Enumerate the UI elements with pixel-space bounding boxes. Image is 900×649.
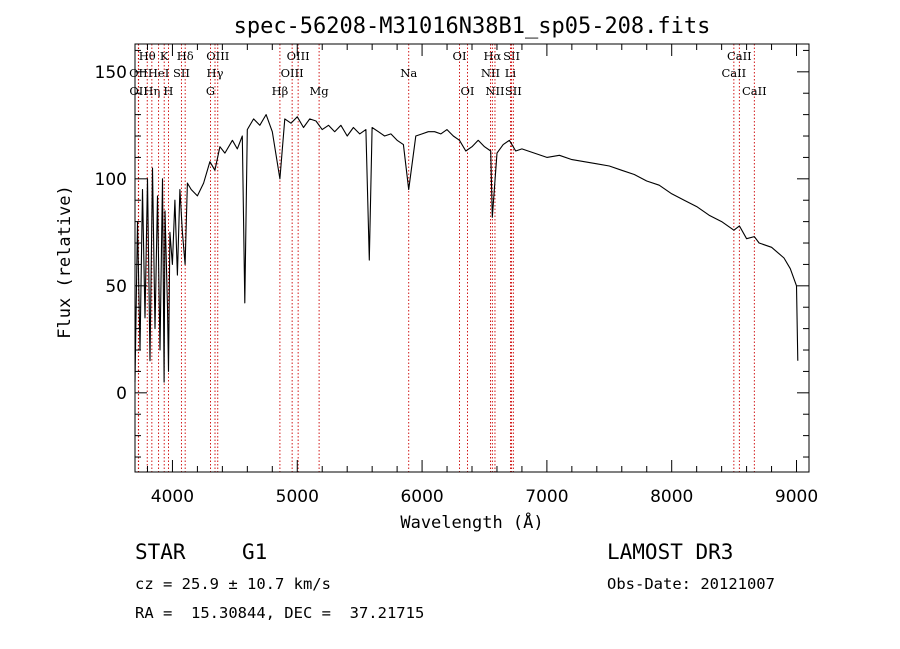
- line-label: OIII: [281, 66, 304, 80]
- line-label: Hα: [483, 49, 501, 63]
- chart-title: spec-56208-M31016N38B1_sp05-208.fits: [234, 14, 711, 39]
- line-label: OI: [453, 49, 467, 63]
- object-subclass: G1: [242, 540, 268, 564]
- survey-name: LAMOST DR3: [607, 540, 734, 564]
- line-label: NII: [485, 84, 504, 98]
- y-tick-label: 50: [105, 277, 127, 297]
- line-label: Hδ: [177, 49, 194, 63]
- sky-coordinates: RA = 15.30844, DEC = 37.21715: [135, 604, 425, 622]
- redshift-velocity: cz = 25.9 ± 10.7 km/s: [135, 575, 331, 593]
- object-class: STAR: [135, 540, 186, 564]
- line-label: OIII: [206, 49, 229, 63]
- axes-frame: [134, 43, 810, 473]
- y-tick-label: 100: [95, 170, 127, 190]
- x-tick-label: 8000: [650, 487, 693, 507]
- line-label: OI: [461, 84, 475, 98]
- line-label: Hη: [143, 84, 160, 98]
- x-tick-label: 6000: [400, 487, 443, 507]
- x-tick-label: 4000: [151, 487, 194, 507]
- line-label: SII: [505, 84, 522, 98]
- y-tick-label: 150: [95, 63, 127, 83]
- line-label: OII: [129, 84, 148, 98]
- x-tick-label: 5000: [276, 487, 319, 507]
- line-label: CaII: [721, 66, 746, 80]
- line-label: HeI: [148, 66, 169, 80]
- line-label: Hγ: [207, 66, 224, 80]
- line-label: Na: [400, 66, 417, 80]
- line-label: OIII: [287, 49, 310, 63]
- x-tick-label: 9000: [775, 487, 818, 507]
- line-label: SII: [503, 49, 520, 63]
- line-label: H: [163, 84, 173, 98]
- line-label: Hβ: [272, 84, 289, 98]
- line-label: CaII: [742, 84, 767, 98]
- x-axis-title: Wavelength (Å): [400, 511, 543, 533]
- line-label: NII: [481, 66, 500, 80]
- line-label: CaII: [727, 49, 752, 63]
- line-label: Hθ: [139, 49, 156, 63]
- line-label: K: [160, 49, 169, 63]
- line-label: Li: [505, 66, 517, 80]
- spectrum-line: [134, 114, 799, 383]
- y-axis-title: Flux (relative): [55, 185, 75, 339]
- x-tick-label: 7000: [525, 487, 568, 507]
- observation-date: Obs-Date: 20121007: [607, 575, 775, 593]
- line-label: G: [206, 84, 215, 98]
- y-tick-label: 0: [116, 384, 127, 404]
- line-label: SII: [173, 66, 190, 80]
- line-label: Mg: [310, 84, 330, 98]
